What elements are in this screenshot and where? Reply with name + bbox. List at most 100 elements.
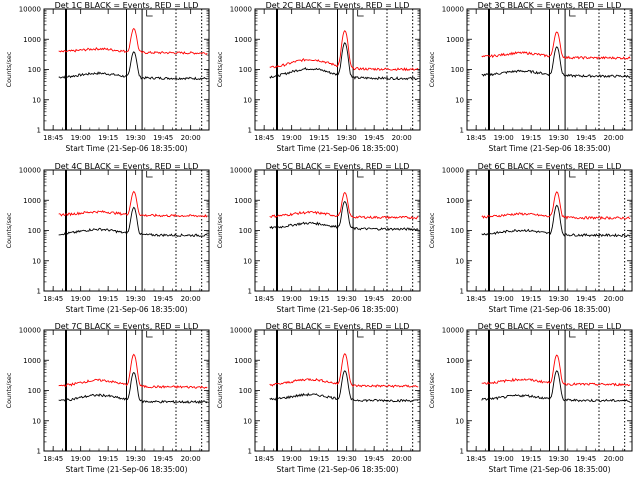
series-line-events — [269, 42, 419, 81]
x-tick-label: 18:45 — [43, 295, 63, 303]
y-tick-label: 1000 — [446, 197, 464, 205]
y-tick-label: 1000 — [23, 36, 41, 44]
y-tick-label: 10 — [455, 96, 464, 104]
x-tick-label: 19:15 — [521, 134, 541, 142]
x-tick-label: 19:00 — [71, 455, 91, 463]
detector-panel-9: Det 9C BLACK = Events, RED = LLD Counts/s… — [428, 322, 633, 474]
series-line-lld — [269, 29, 419, 72]
x-tick-label: 19:45 — [576, 134, 596, 142]
x-tick-label: 20:00 — [604, 455, 624, 463]
y-tick-label: 1 — [248, 448, 252, 456]
y-tick-label: 1 — [248, 127, 252, 135]
detector-panel-1: Det 1C BLACK = Events, RED = LLD Counts/s… — [5, 1, 210, 153]
chart-title: Det 1C BLACK = Events, RED = LLD — [55, 1, 199, 10]
y-tick-label: 10000 — [19, 327, 41, 335]
y-tick-label: 10000 — [442, 167, 464, 175]
y-tick-label: 10 — [32, 417, 41, 425]
y-tick-label: 100 — [451, 66, 464, 74]
x-tick-label: 18:45 — [254, 455, 274, 463]
y-tick-label: 10 — [32, 257, 41, 265]
series-line-lld — [58, 353, 208, 389]
x-axis-label: Start Time (21-Sep-06 18:35:00) — [66, 305, 188, 314]
y-axis-label: Counts/sec — [428, 51, 436, 87]
y-tick-label: 100 — [451, 227, 464, 235]
y-axis-label: Counts/sec — [5, 51, 13, 87]
series-line-events — [58, 206, 208, 238]
y-tick-label: 10000 — [230, 6, 252, 14]
plot-frame — [43, 8, 210, 131]
chart-title: Det 2C BLACK = Events, RED = LLD — [266, 1, 410, 10]
chart-title: Det 9C BLACK = Events, RED = LLD — [478, 322, 622, 331]
x-tick-label: 19:00 — [494, 295, 514, 303]
y-tick-label: 100 — [239, 227, 252, 235]
y-tick-label: 10000 — [442, 6, 464, 14]
series-line-events — [481, 204, 631, 238]
y-tick-label: 10000 — [442, 327, 464, 335]
y-axis-label: Counts/sec — [216, 51, 224, 87]
y-tick-label: 1000 — [23, 357, 41, 365]
x-tick-label: 19:30 — [337, 295, 357, 303]
y-tick-label: 10 — [455, 417, 464, 425]
x-tick-label: 20:00 — [181, 134, 201, 142]
detector-panel-4: Det 4C BLACK = Events, RED = LLD Counts/s… — [5, 162, 210, 314]
x-tick-label: 20:00 — [392, 455, 412, 463]
flag-mark — [357, 10, 364, 17]
chart-title: Det 8C BLACK = Events, RED = LLD — [266, 322, 410, 331]
flag-mark — [569, 171, 576, 178]
series-line-events — [481, 370, 631, 403]
y-tick-label: 1 — [37, 288, 41, 296]
y-axis-label: Counts/sec — [428, 372, 436, 408]
x-tick-label: 19:30 — [126, 134, 146, 142]
x-tick-label: 19:45 — [576, 295, 596, 303]
x-tick-label: 19:30 — [126, 455, 146, 463]
series-line-lld — [58, 27, 208, 55]
x-tick-label: 19:00 — [494, 455, 514, 463]
x-axis-label: Start Time (21-Sep-06 18:35:00) — [277, 144, 399, 153]
series-line-events — [269, 370, 419, 403]
x-tick-label: 19:00 — [71, 134, 91, 142]
x-tick-label: 18:45 — [254, 134, 274, 142]
flag-mark — [357, 171, 364, 178]
y-axis-label: Counts/sec — [5, 372, 13, 408]
x-tick-label: 20:00 — [181, 455, 201, 463]
flag-mark — [146, 331, 153, 338]
y-tick-label: 10 — [243, 257, 252, 265]
detector-panel-3: Det 3C BLACK = Events, RED = LLD Counts/s… — [428, 1, 633, 153]
series-line-events — [58, 371, 208, 405]
series-line-events — [269, 200, 419, 232]
y-tick-label: 100 — [28, 66, 41, 74]
x-tick-label: 18:45 — [43, 455, 63, 463]
flag-mark — [569, 331, 576, 338]
y-axis-label: Counts/sec — [428, 212, 436, 248]
y-tick-label: 1 — [248, 288, 252, 296]
x-tick-label: 19:45 — [364, 455, 384, 463]
series-line-lld — [269, 191, 419, 220]
y-tick-label: 10 — [243, 96, 252, 104]
x-tick-label: 19:45 — [153, 134, 173, 142]
x-tick-label: 19:15 — [521, 455, 541, 463]
x-tick-label: 19:30 — [337, 455, 357, 463]
y-tick-label: 1 — [460, 127, 464, 135]
x-tick-label: 18:45 — [43, 134, 63, 142]
x-axis-label: Start Time (21-Sep-06 18:35:00) — [277, 465, 399, 474]
x-tick-label: 19:00 — [282, 295, 302, 303]
plot-frame — [43, 169, 210, 292]
x-axis-label: Start Time (21-Sep-06 18:35:00) — [66, 144, 188, 153]
x-tick-label: 20:00 — [392, 295, 412, 303]
chart-title: Det 7C BLACK = Events, RED = LLD — [55, 322, 199, 331]
series-line-lld — [481, 354, 631, 387]
x-tick-label: 19:15 — [98, 455, 118, 463]
x-tick-label: 19:15 — [309, 455, 329, 463]
x-tick-label: 19:15 — [98, 295, 118, 303]
y-tick-label: 1 — [460, 288, 464, 296]
y-tick-label: 100 — [451, 387, 464, 395]
x-tick-label: 20:00 — [392, 134, 412, 142]
y-tick-label: 1000 — [446, 36, 464, 44]
chart-title: Det 5C BLACK = Events, RED = LLD — [266, 162, 410, 171]
series-line-lld — [269, 352, 419, 389]
chart-title: Det 6C BLACK = Events, RED = LLD — [478, 162, 622, 171]
x-tick-label: 19:45 — [576, 455, 596, 463]
plot-frame — [254, 8, 421, 131]
x-tick-label: 20:00 — [181, 295, 201, 303]
